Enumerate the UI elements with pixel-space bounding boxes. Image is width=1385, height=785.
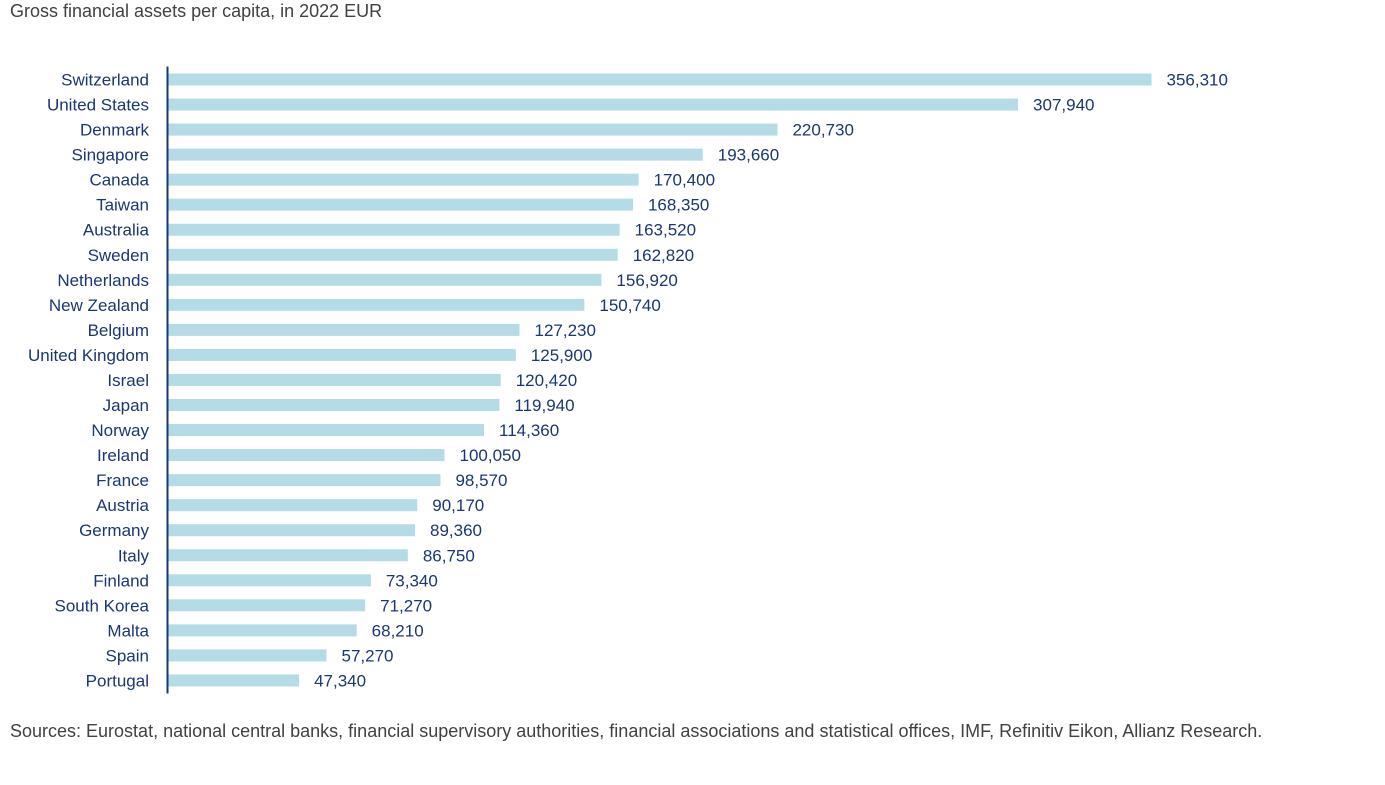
category-label: Israel xyxy=(107,371,149,390)
value-label: 98,570 xyxy=(455,471,507,490)
bar xyxy=(168,499,418,512)
category-label: New Zealand xyxy=(49,296,149,315)
category-label: Portugal xyxy=(86,671,149,690)
category-label: France xyxy=(96,471,149,490)
category-label: United Kingdom xyxy=(28,346,149,365)
bar xyxy=(168,273,602,286)
bar xyxy=(168,248,618,261)
bar xyxy=(168,373,501,386)
bar-chart: Switzerland 356,310 United States 307,940 De… xyxy=(28,66,1228,694)
bar xyxy=(168,649,327,662)
bar xyxy=(168,524,416,537)
category-label: Denmark xyxy=(80,121,149,140)
bar xyxy=(168,323,520,336)
category-label: Taiwan xyxy=(96,196,149,215)
bar xyxy=(168,98,1019,111)
value-label: 90,170 xyxy=(432,496,484,515)
value-label: 73,340 xyxy=(386,571,438,590)
bar xyxy=(168,449,445,462)
category-label: Singapore xyxy=(71,146,149,165)
category-label: Japan xyxy=(103,396,149,415)
bar xyxy=(168,73,1152,86)
value-label: 47,340 xyxy=(314,671,366,690)
value-label: 168,350 xyxy=(648,196,709,215)
value-label: 193,660 xyxy=(718,146,779,165)
value-label: 120,420 xyxy=(516,371,577,390)
bar xyxy=(168,198,633,211)
bar xyxy=(168,173,639,186)
category-label: Canada xyxy=(89,171,149,190)
chart-title: Gross financial assets per capita, in 20… xyxy=(10,1,383,21)
value-label: 57,270 xyxy=(341,646,393,665)
value-label: 356,310 xyxy=(1167,71,1228,90)
category-label: Australia xyxy=(83,221,150,240)
category-label: United States xyxy=(47,96,149,115)
value-label: 170,400 xyxy=(654,171,715,190)
bar xyxy=(168,348,516,361)
value-label: 150,740 xyxy=(599,296,660,315)
value-label: 68,210 xyxy=(372,621,424,640)
category-label: Ireland xyxy=(97,446,149,465)
value-label: 100,050 xyxy=(460,446,521,465)
category-label: Finland xyxy=(93,571,149,590)
value-label: 220,730 xyxy=(792,121,853,140)
bar xyxy=(168,549,408,562)
value-label: 163,520 xyxy=(635,221,696,240)
value-label: 89,360 xyxy=(430,521,482,540)
bar xyxy=(168,474,441,487)
category-label: Malta xyxy=(107,621,149,640)
bar xyxy=(168,674,300,687)
value-label: 86,750 xyxy=(423,546,475,565)
category-label: Sweden xyxy=(88,246,149,265)
category-label: South Korea xyxy=(54,596,149,615)
value-label: 125,900 xyxy=(531,346,592,365)
bar xyxy=(168,148,703,161)
bar xyxy=(168,599,366,612)
bar xyxy=(168,298,585,311)
bar xyxy=(168,123,778,136)
category-label: Norway xyxy=(91,421,149,440)
bar xyxy=(168,624,357,637)
bar xyxy=(168,424,485,437)
value-label: 114,360 xyxy=(499,421,559,440)
sources-note: Sources: Eurostat, national central bank… xyxy=(10,721,1263,741)
bar xyxy=(168,574,371,587)
category-label: Austria xyxy=(96,496,149,515)
bar xyxy=(168,223,620,236)
category-label: Belgium xyxy=(88,321,149,340)
value-label: 119,940 xyxy=(514,396,574,415)
bar xyxy=(168,399,500,412)
category-label: Spain xyxy=(106,646,149,665)
value-label: 162,820 xyxy=(633,246,694,265)
value-label: 307,940 xyxy=(1033,96,1094,115)
category-label: Netherlands xyxy=(57,271,149,290)
value-label: 127,230 xyxy=(535,321,596,340)
value-label: 156,920 xyxy=(616,271,677,290)
category-label: Italy xyxy=(118,546,150,565)
category-label: Germany xyxy=(79,521,149,540)
category-label: Switzerland xyxy=(61,71,149,90)
value-label: 71,270 xyxy=(380,596,432,615)
